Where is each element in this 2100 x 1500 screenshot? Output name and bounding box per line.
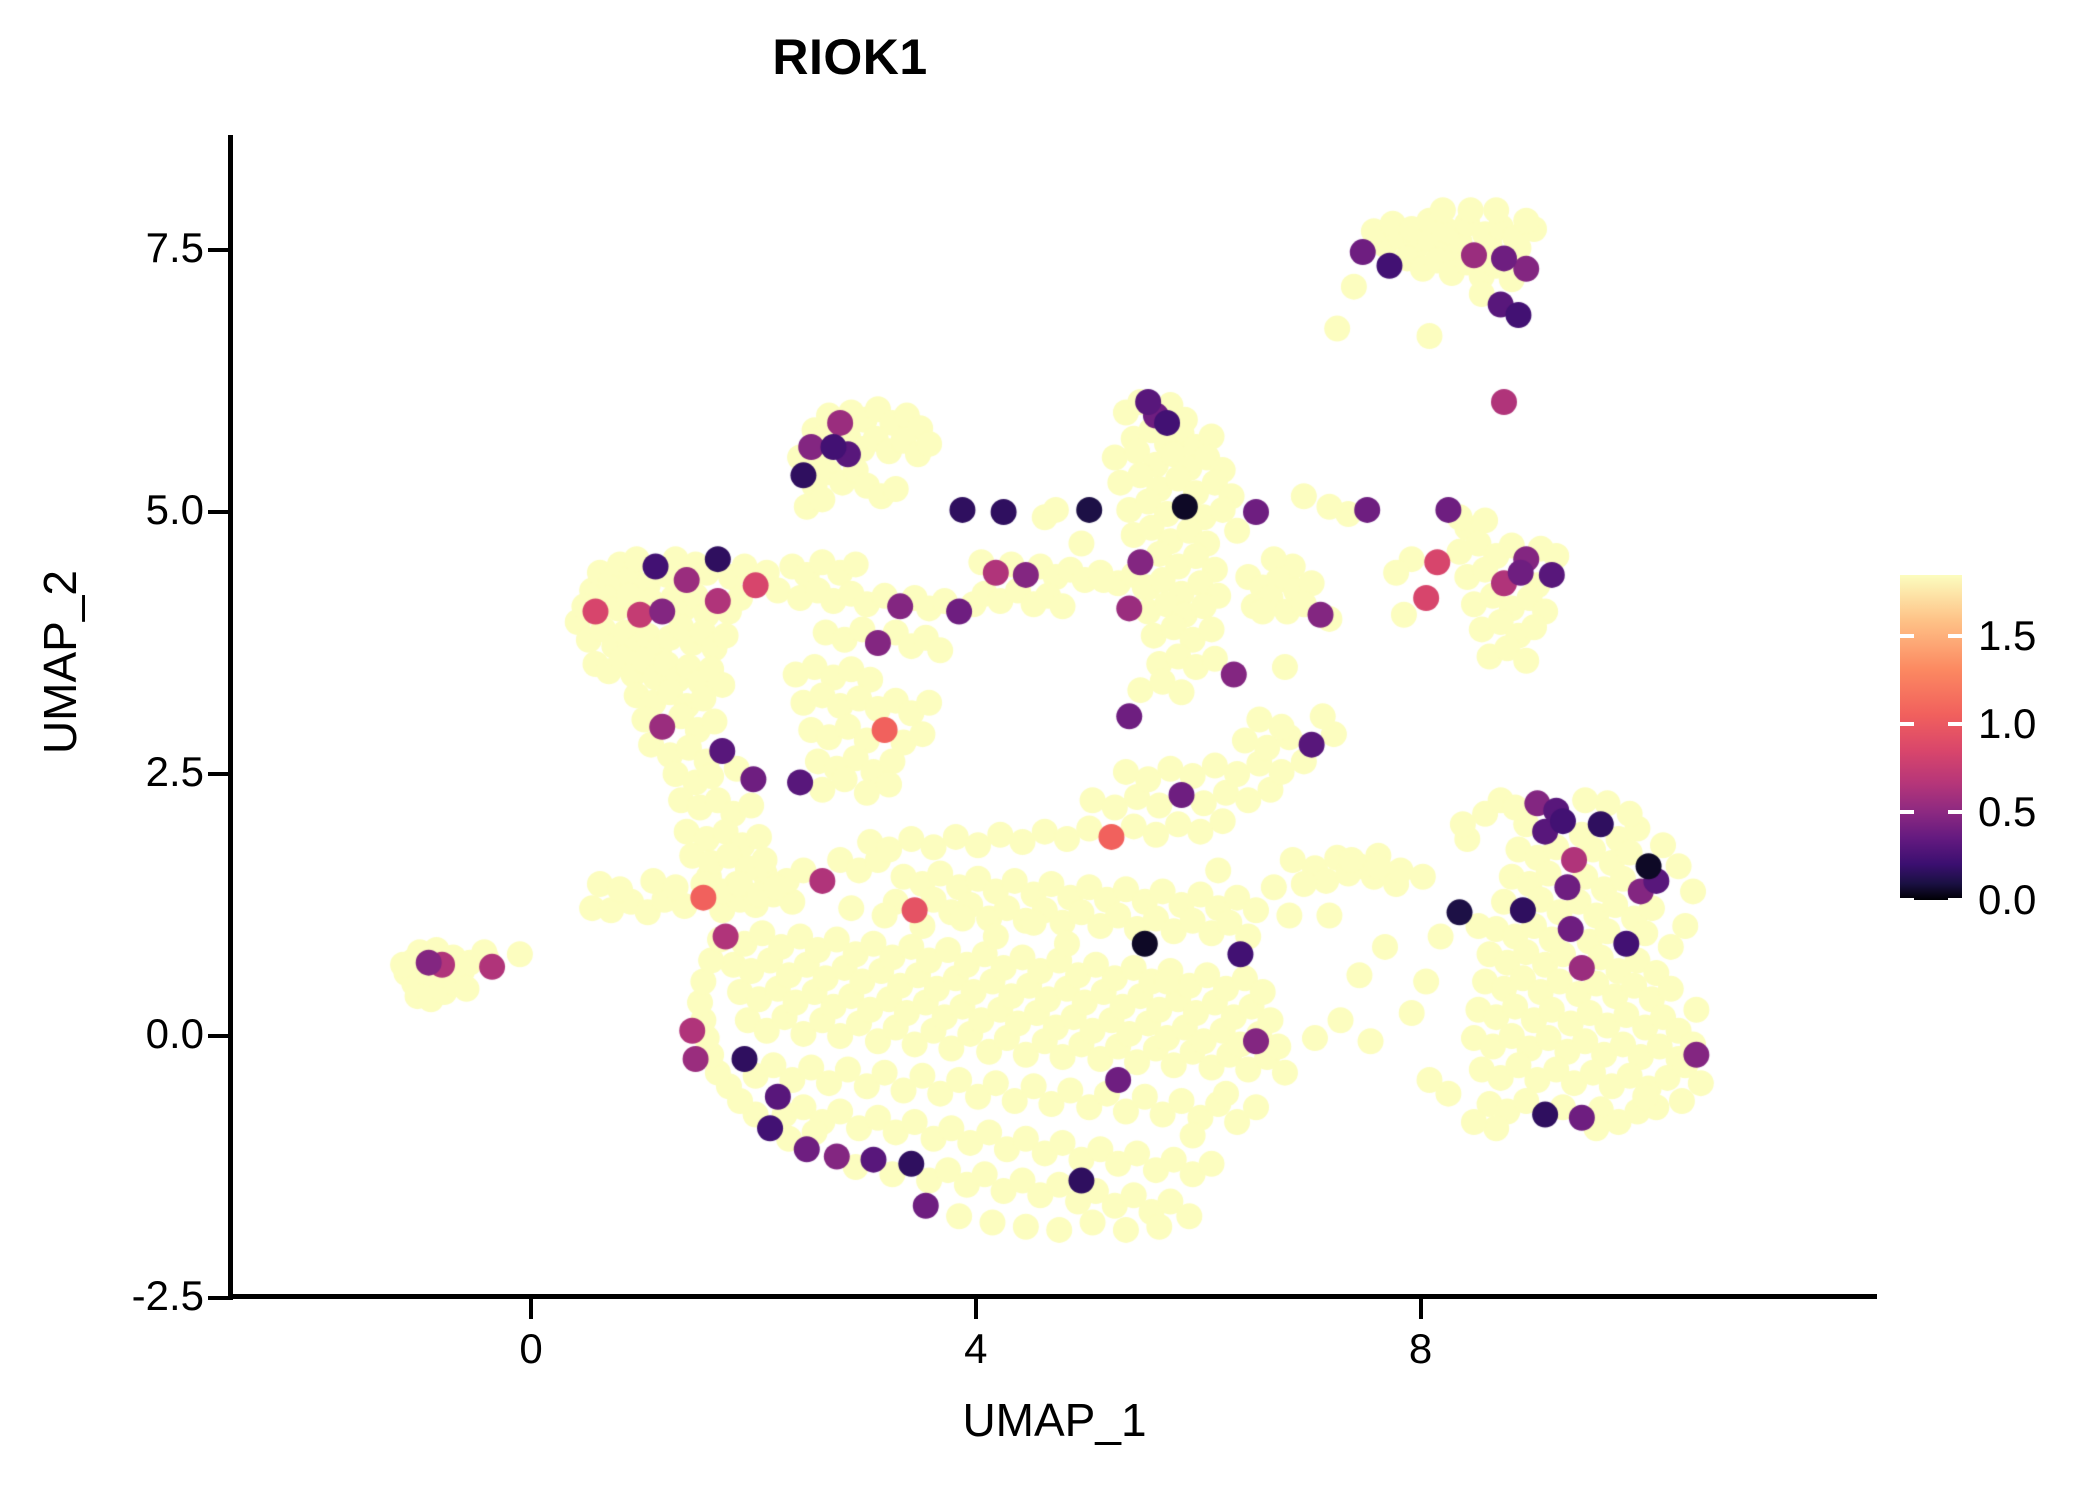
colorbar-tick-mark [1948, 722, 1962, 727]
plot-panel [232, 135, 1877, 1297]
colorbar-tick-mark [1948, 634, 1962, 639]
x-tick-mark [973, 1299, 978, 1319]
x-tick-mark [529, 1299, 533, 1319]
colorbar-tick-mark [1900, 898, 1914, 902]
y-tick-label: -2.5 [131, 1272, 204, 1319]
colorbar-tick-label: 0.5 [1978, 788, 2037, 836]
x-tick-label: 4 [964, 1325, 988, 1372]
y-tick-mark [208, 1296, 228, 1300]
y-tick-mark [208, 248, 228, 252]
colorbar-tick-mark [1900, 634, 1914, 639]
x-axis-title: UMAP_1 [962, 1394, 1147, 1446]
x-axis-line [232, 1294, 1877, 1299]
colorbar-legend: 0.0 0.5 1.0 1.5 [1900, 575, 2080, 923]
y-tick-mark [208, 772, 228, 776]
y-axis-title: UMAP_2 [34, 569, 86, 755]
colorbar-tick-mark [1900, 722, 1914, 727]
x-tick-label: 0 [519, 1325, 543, 1372]
scatter-points-layer [232, 135, 1877, 1297]
y-tick-mark [208, 510, 228, 514]
y-tick-mark [208, 1034, 228, 1038]
colorbar-tick-label: 1.0 [1978, 700, 2037, 748]
colorbar-tick-mark [1948, 898, 1962, 902]
colorbar-tick-label: 1.5 [1978, 612, 2037, 660]
y-tick-label: 7.5 [145, 224, 204, 271]
colorbar-tick-mark [1948, 810, 1962, 815]
page-title: RIOK1 [772, 29, 928, 85]
x-tick-label: 8 [1408, 1325, 1433, 1372]
y-tick-label: 0.0 [145, 1010, 204, 1057]
x-tick-mark [1418, 1299, 1423, 1319]
y-tick-label: 2.5 [145, 748, 204, 795]
colorbar-tick-mark [1900, 810, 1914, 815]
colorbar-tick-label: 0.0 [1978, 876, 2037, 923]
y-tick-label: 5.0 [145, 486, 204, 533]
y-axis-line [228, 135, 233, 1300]
colorbar-gradient [1900, 575, 1962, 900]
